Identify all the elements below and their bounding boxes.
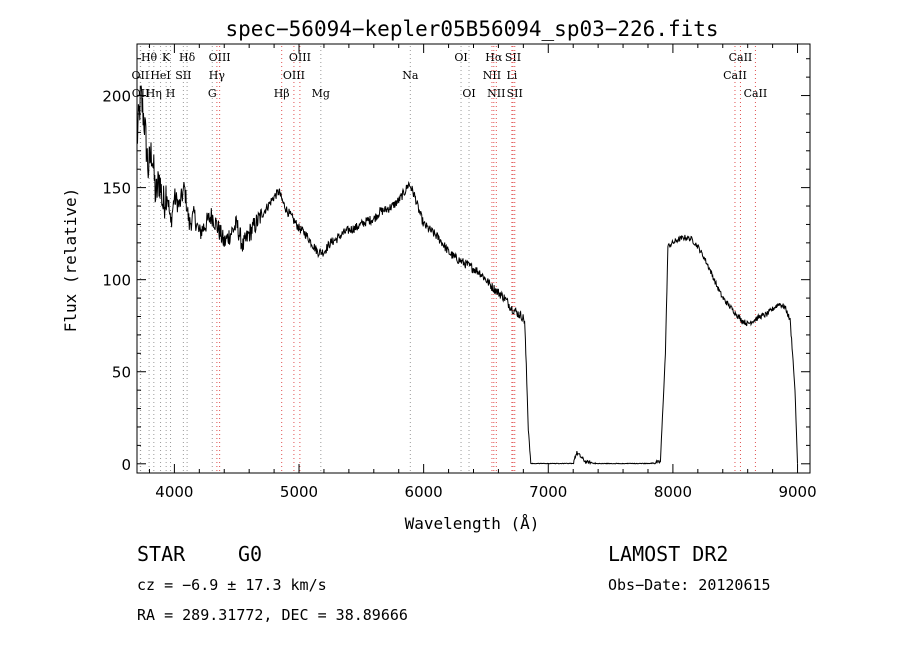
x-tick-label: 8000 xyxy=(654,483,692,501)
observation-date: Obs−Date: 20120615 xyxy=(608,576,771,594)
chart-title: spec−56094−kepler05B56094_sp03−226.fits xyxy=(225,17,718,41)
line-marker-label: Na xyxy=(402,69,419,82)
line-marker-label: Hη xyxy=(146,87,162,100)
y-axis-label: Flux (relative) xyxy=(61,188,80,333)
y-tick-label: 0 xyxy=(121,456,131,474)
line-marker-label: Hγ xyxy=(209,69,226,82)
survey-name: LAMOST DR2 xyxy=(608,542,729,566)
line-marker-label: CaII xyxy=(723,69,747,82)
line-marker-label: H xyxy=(166,87,176,100)
line-marker-label: Hδ xyxy=(179,51,196,64)
x-tick-label: 9000 xyxy=(778,483,816,501)
line-marker-label: CaII xyxy=(744,87,768,100)
line-marker-label: NII xyxy=(483,69,501,82)
line-marker-label: Hβ xyxy=(274,87,290,100)
line-marker-label: OI xyxy=(454,51,467,64)
line-marker-label: OIII xyxy=(209,51,231,64)
y-tick-label: 100 xyxy=(102,272,131,290)
line-marker-label: NII xyxy=(487,87,505,100)
x-tick-label: 6000 xyxy=(405,483,443,501)
line-marker-label: OIII xyxy=(283,69,305,82)
line-marker-label: K xyxy=(162,51,171,64)
line-marker-label: Hθ xyxy=(141,51,158,64)
x-tick-label: 7000 xyxy=(529,483,567,501)
y-tick-label: 200 xyxy=(102,88,131,106)
line-marker-label: Mg xyxy=(312,87,330,100)
line-marker-label: CaII xyxy=(729,51,753,64)
axes: 4000 5000 6000 7000 8000 9000 0 50 100 150 200 xyxy=(102,43,817,501)
object-class: STAR xyxy=(137,542,186,566)
line-marker-label: Hα xyxy=(485,51,503,64)
plot-frame xyxy=(136,43,811,474)
line-marker-label: G xyxy=(208,87,217,100)
line-marker-label: SII xyxy=(507,87,523,100)
spectrum-line xyxy=(136,85,798,466)
object-subclass: G0 xyxy=(238,542,263,566)
line-marker-label: SII xyxy=(175,69,191,82)
coordinates-readout: RA = 289.31772, DEC = 38.89666 xyxy=(137,606,408,624)
line-marker-label: HeI xyxy=(150,69,170,82)
x-tick-label: 5000 xyxy=(280,483,318,501)
line-marker-label: OIII xyxy=(289,51,311,64)
y-tick-label: 50 xyxy=(112,364,131,382)
redshift-readout: cz = −6.9 ± 17.3 km/s xyxy=(137,576,327,594)
x-tick-label: 4000 xyxy=(155,483,193,501)
x-axis-label: Wavelength (Å) xyxy=(405,514,540,533)
line-marker-label: Li xyxy=(506,69,517,82)
line-marker-label: OII xyxy=(132,69,150,82)
line-marker-label: SII xyxy=(505,51,521,64)
line-marker-label: OI xyxy=(462,87,475,100)
y-tick-label: 150 xyxy=(102,180,131,198)
